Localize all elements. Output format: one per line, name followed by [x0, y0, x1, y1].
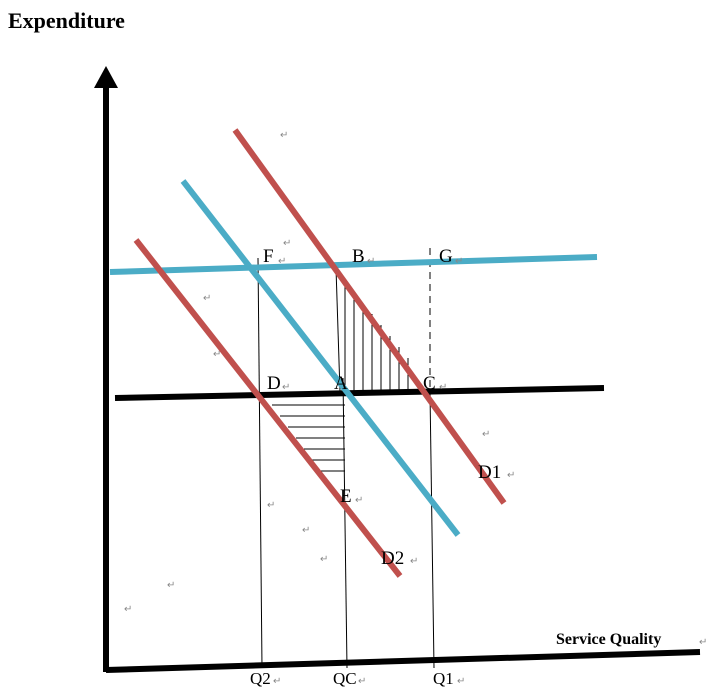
return-mark-d1: ↵	[507, 470, 515, 481]
horizontal-black-line	[114, 385, 605, 401]
y-axis-title: Expenditure	[8, 8, 125, 33]
svg-text:↵: ↵	[203, 293, 211, 304]
x-axis-title: Service Quality	[556, 631, 661, 648]
y-axis-arrowhead	[94, 66, 118, 88]
q2-vertical-line	[257, 257, 263, 669]
d1-red-line	[232, 128, 507, 505]
return-mark-qc: ↵	[358, 676, 366, 687]
d2-red-line	[133, 238, 403, 578]
return-mark-f: ↵	[278, 256, 286, 267]
return-mark-d2: ↵	[410, 556, 418, 567]
horizontal-blue-line	[109, 254, 598, 275]
return-mark-g: ↵	[455, 256, 463, 267]
label-c: C	[423, 373, 436, 394]
label-e: E	[340, 486, 352, 507]
label-g: G	[439, 246, 453, 267]
svg-text:↵: ↵	[482, 429, 490, 440]
b-vertical-line	[335, 267, 341, 393]
x-axis	[105, 649, 701, 673]
qc-vertical-line	[342, 377, 348, 669]
label-b: B	[352, 246, 365, 267]
svg-text:↵: ↵	[213, 349, 221, 360]
svg-text:↵: ↵	[167, 580, 175, 591]
q1-vertical-line	[429, 391, 435, 669]
svg-text:↵: ↵	[280, 130, 288, 141]
return-mark-e: ↵	[355, 495, 363, 506]
return-mark-d: ↵	[282, 382, 290, 393]
label-f: F	[263, 246, 274, 267]
svg-text:↵: ↵	[302, 525, 310, 536]
return-mark-q1: ↵	[457, 676, 465, 687]
x-tick-q1: Q1	[433, 669, 454, 688]
label-d1: D1	[478, 462, 501, 483]
label-d: D	[267, 373, 281, 394]
svg-text:↵: ↵	[124, 604, 132, 615]
svg-text:↵: ↵	[267, 500, 275, 511]
return-mark-q2: ↵	[273, 676, 281, 687]
label-a: A	[334, 373, 348, 394]
return-mark-x-axis: ↵	[699, 637, 707, 648]
label-d2: D2	[381, 548, 404, 569]
x-tick-qc: QC	[333, 669, 357, 688]
svg-text:↵: ↵	[283, 238, 291, 249]
stray-return-marks: ↵ ↵ ↵ ↵ ↵ ↵ ↵ ↵ ↵ ↵	[124, 130, 490, 615]
return-mark-b: ↵	[367, 256, 375, 267]
horizontal-hatching	[272, 404, 345, 472]
return-mark-c: ↵	[439, 382, 447, 393]
x-tick-q2: Q2	[250, 669, 271, 688]
diagonal-blue-line	[180, 179, 461, 537]
svg-text:↵: ↵	[320, 554, 328, 565]
